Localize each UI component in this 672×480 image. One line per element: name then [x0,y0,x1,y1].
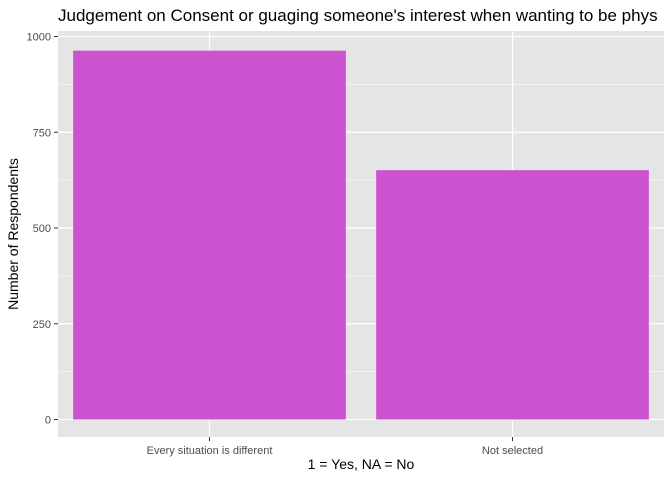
bars [73,50,649,420]
y-tick-label: 0 [45,415,51,427]
y-tick-label: 1000 [27,32,51,44]
bar [73,50,346,420]
x-tick-label: Every situation is different [147,445,273,457]
y-tick-label: 250 [33,319,51,331]
chart-title: Judgement on Consent or guaging someone'… [58,6,658,25]
y-tick-label: 750 [33,127,51,139]
y-axis-title: Number of Respondents [5,158,21,310]
y-axis-ticks: 0 250 500 750 1000 [27,32,58,427]
x-tick-label: Not selected [482,445,543,457]
x-axis-ticks: Every situation is different Not selected [147,437,543,457]
bar [376,170,649,420]
x-axis-title: 1 = Yes, NA = No [308,456,415,472]
y-tick-label: 500 [33,223,51,235]
